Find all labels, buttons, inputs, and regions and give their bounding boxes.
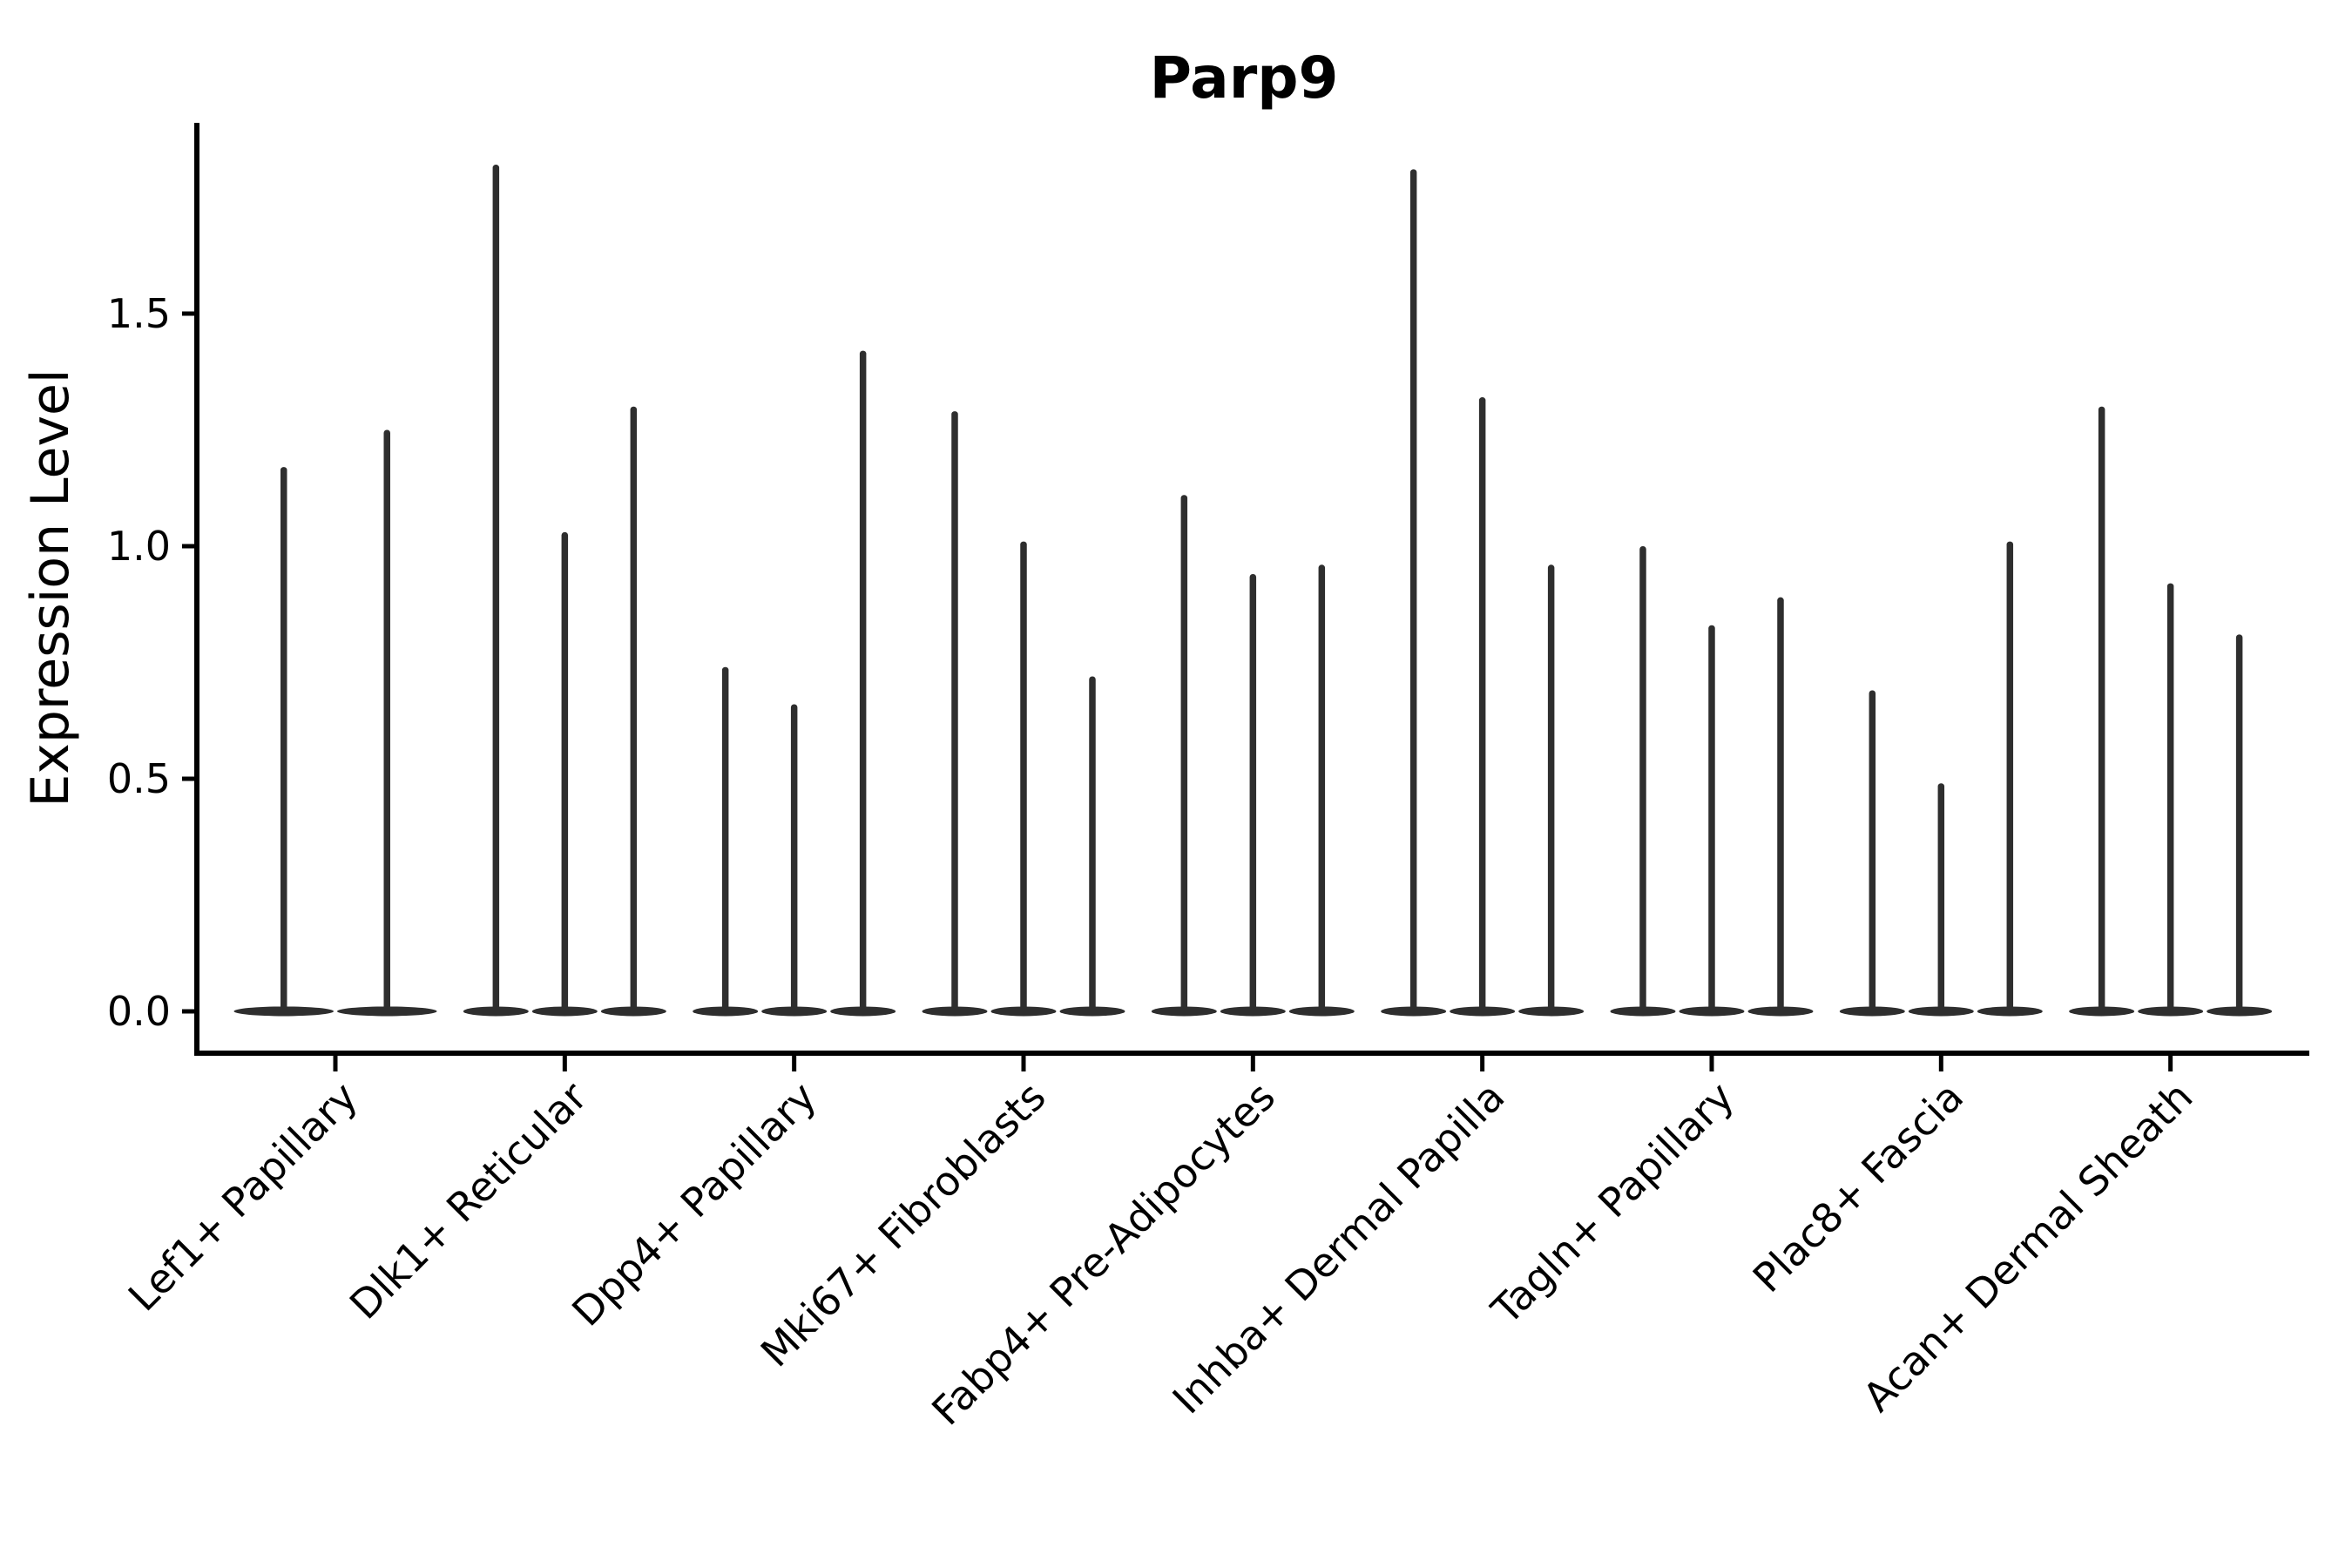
violin-spike bbox=[630, 406, 638, 1014]
violin-spike bbox=[1020, 541, 1027, 1014]
violins bbox=[233, 165, 2273, 1017]
violin-spike bbox=[1089, 676, 1096, 1014]
x-tick-label: Dpp4+ Papillary bbox=[563, 1073, 825, 1335]
y-axis-label: Expression Level bbox=[20, 368, 81, 807]
chart-title: Parp9 bbox=[1150, 44, 1339, 112]
violin-spike bbox=[1777, 597, 1784, 1014]
violin-spike bbox=[1708, 625, 1715, 1014]
violin-spike bbox=[2235, 634, 2243, 1014]
violin-spike bbox=[1639, 545, 1646, 1014]
violin-spike bbox=[2098, 406, 2105, 1014]
violin-spike bbox=[1937, 783, 1945, 1014]
violin-spike bbox=[2006, 541, 2014, 1014]
y-tick-label: 0.0 bbox=[107, 988, 171, 1035]
x-tick-label: Dlk1+ Reticular bbox=[341, 1073, 596, 1328]
violin-spike bbox=[1249, 573, 1257, 1014]
violin-spike bbox=[951, 411, 958, 1014]
violin-spike bbox=[492, 165, 500, 1014]
x-tick-label: Tagln+ Papillary bbox=[1482, 1073, 1743, 1335]
violin-spike bbox=[859, 350, 867, 1014]
axes bbox=[182, 123, 2309, 1071]
violin-spike bbox=[790, 704, 798, 1014]
x-tick-label: Lef1+ Papillary bbox=[119, 1073, 367, 1321]
y-tick-label: 1.0 bbox=[107, 523, 171, 570]
y-tick-labels: 0.0 0.5 1.0 1.5 bbox=[107, 290, 171, 1035]
violin-spike bbox=[280, 467, 287, 1014]
violin-spike bbox=[1180, 495, 1188, 1014]
violin-spike bbox=[561, 531, 569, 1014]
violin-spike bbox=[721, 666, 729, 1014]
violin-spike bbox=[1869, 690, 1876, 1014]
violin-spike bbox=[1478, 397, 1486, 1014]
x-tick-label: Plac8+ Fascia bbox=[1744, 1073, 1972, 1301]
y-tick-label: 1.5 bbox=[107, 290, 171, 337]
y-tick-label: 0.5 bbox=[107, 755, 171, 802]
violin-spike bbox=[1318, 564, 1326, 1014]
violin-spike bbox=[2166, 583, 2174, 1014]
violin-spike bbox=[1409, 169, 1417, 1014]
violin-spike bbox=[383, 429, 390, 1014]
violin-spike bbox=[1547, 564, 1555, 1014]
